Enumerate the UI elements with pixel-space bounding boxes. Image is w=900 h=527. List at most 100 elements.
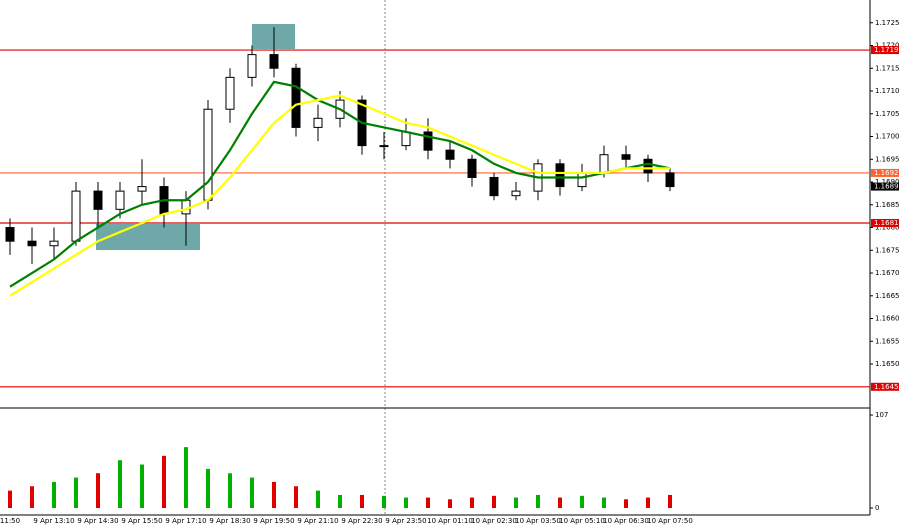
level-tag [871,168,899,177]
volume-bar [250,477,254,508]
level-label: 1.1719 [874,46,899,54]
x-tick-label: 11:50 [0,517,20,525]
y-tick-label: 1.1715 [875,64,900,72]
volume-bar [448,499,452,508]
y-tick-label: 1.1650 [875,360,900,368]
volume-bar [8,490,12,508]
candle-body [313,117,323,128]
y-tick-label: 1.1675 [875,246,900,254]
volume-bar [558,497,562,508]
candle-body [291,67,301,128]
volume-bar [96,473,100,508]
volume-bar [668,494,672,508]
candle-body [423,131,433,151]
y-tick-label: 1.1670 [875,269,900,277]
volume-bar [426,497,430,508]
level-tag [871,218,899,227]
level-tag [871,382,899,391]
y-tick-label: 1.1725 [875,19,900,27]
candle-body [49,240,59,247]
volume-bar [206,468,210,508]
candle-body [269,54,279,69]
x-tick-label: 9 Apr 15:50 [121,517,162,525]
volume-bar [184,447,188,508]
candle-body [93,190,103,210]
volume-bar [624,499,628,508]
volume-bar [536,494,540,508]
volume-bar [30,486,34,508]
candle-body [379,145,389,148]
volume-bar [162,455,166,508]
y-tick-label: 1.1660 [875,315,900,323]
x-tick-label: 10 Apr 03:50 [515,517,561,525]
volume-bar [316,490,320,508]
y-tick-label: 1.1685 [875,201,900,209]
candle-body [401,131,411,147]
volume-bar [646,497,650,508]
volume-bar [228,473,232,508]
volume-bar [580,495,584,508]
volume-tick-label: 0 [875,504,879,512]
y-tick-label: 1.1695 [875,155,900,163]
x-tick-label: 10 Apr 07:50 [647,517,693,525]
volume-bar [492,495,496,508]
moving-average [9,80,671,288]
candle-body [665,172,675,188]
candle-body [577,172,587,188]
price-tag [871,182,899,191]
volume-bar [118,460,122,508]
volume-bar [52,481,56,508]
volume-bar [140,464,144,508]
level-label: 1.1681 [874,219,899,227]
candle-body [115,190,125,210]
candle-body [599,154,609,174]
y-tick-label: 1.1710 [875,87,900,95]
volume-bar [294,486,298,508]
buy-zone [96,224,200,250]
candle-body [27,240,37,247]
level-tag [871,46,899,55]
candle-body [5,227,15,242]
volume-bar [338,494,342,508]
level-label: 1.1645 [874,383,899,391]
volume-bar [404,497,408,508]
x-tick-label: 10 Apr 02:30 [471,517,517,525]
x-tick-label: 10 Apr 01:10 [427,517,473,525]
moving-average [9,94,670,297]
level-label: 1.1692 [874,169,899,177]
x-tick-label: 9 Apr 19:50 [253,517,294,525]
candle-body [643,158,653,174]
candle-body [225,76,235,110]
volume-bar [360,494,364,508]
x-tick-label: 9 Apr 14:30 [77,517,118,525]
candle-body [203,108,213,201]
x-tick-label: 9 Apr 22:30 [341,517,382,525]
candle-body [445,149,455,160]
y-tick-label: 1.1655 [875,337,900,345]
y-tick-label: 1.1705 [875,110,900,118]
candle-body [467,158,477,178]
y-tick-label: 1.1680 [875,224,900,232]
x-tick-label: 10 Apr 06:30 [603,517,649,525]
x-tick-label: 10 Apr 05:10 [559,517,605,525]
candle-body [489,176,499,197]
x-tick-label: 9 Apr 17:10 [165,517,206,525]
volume-bar [382,495,386,508]
price-label: 1.1689 [874,183,899,191]
candle-body [511,190,521,197]
x-tick-label: 9 Apr 18:30 [209,517,250,525]
candle-body [621,154,631,160]
candle-body [71,190,81,242]
volume-bar [272,481,276,508]
volume-bar [602,497,606,508]
y-tick-label: 1.1720 [875,42,900,50]
x-tick-label: 9 Apr 23:50 [385,517,426,525]
volume-bar [514,497,518,508]
candle-body [247,54,257,78]
x-tick-label: 9 Apr 21:10 [297,517,338,525]
candle-body [555,163,565,188]
candle-body [137,186,147,192]
volume-bar [74,477,78,508]
